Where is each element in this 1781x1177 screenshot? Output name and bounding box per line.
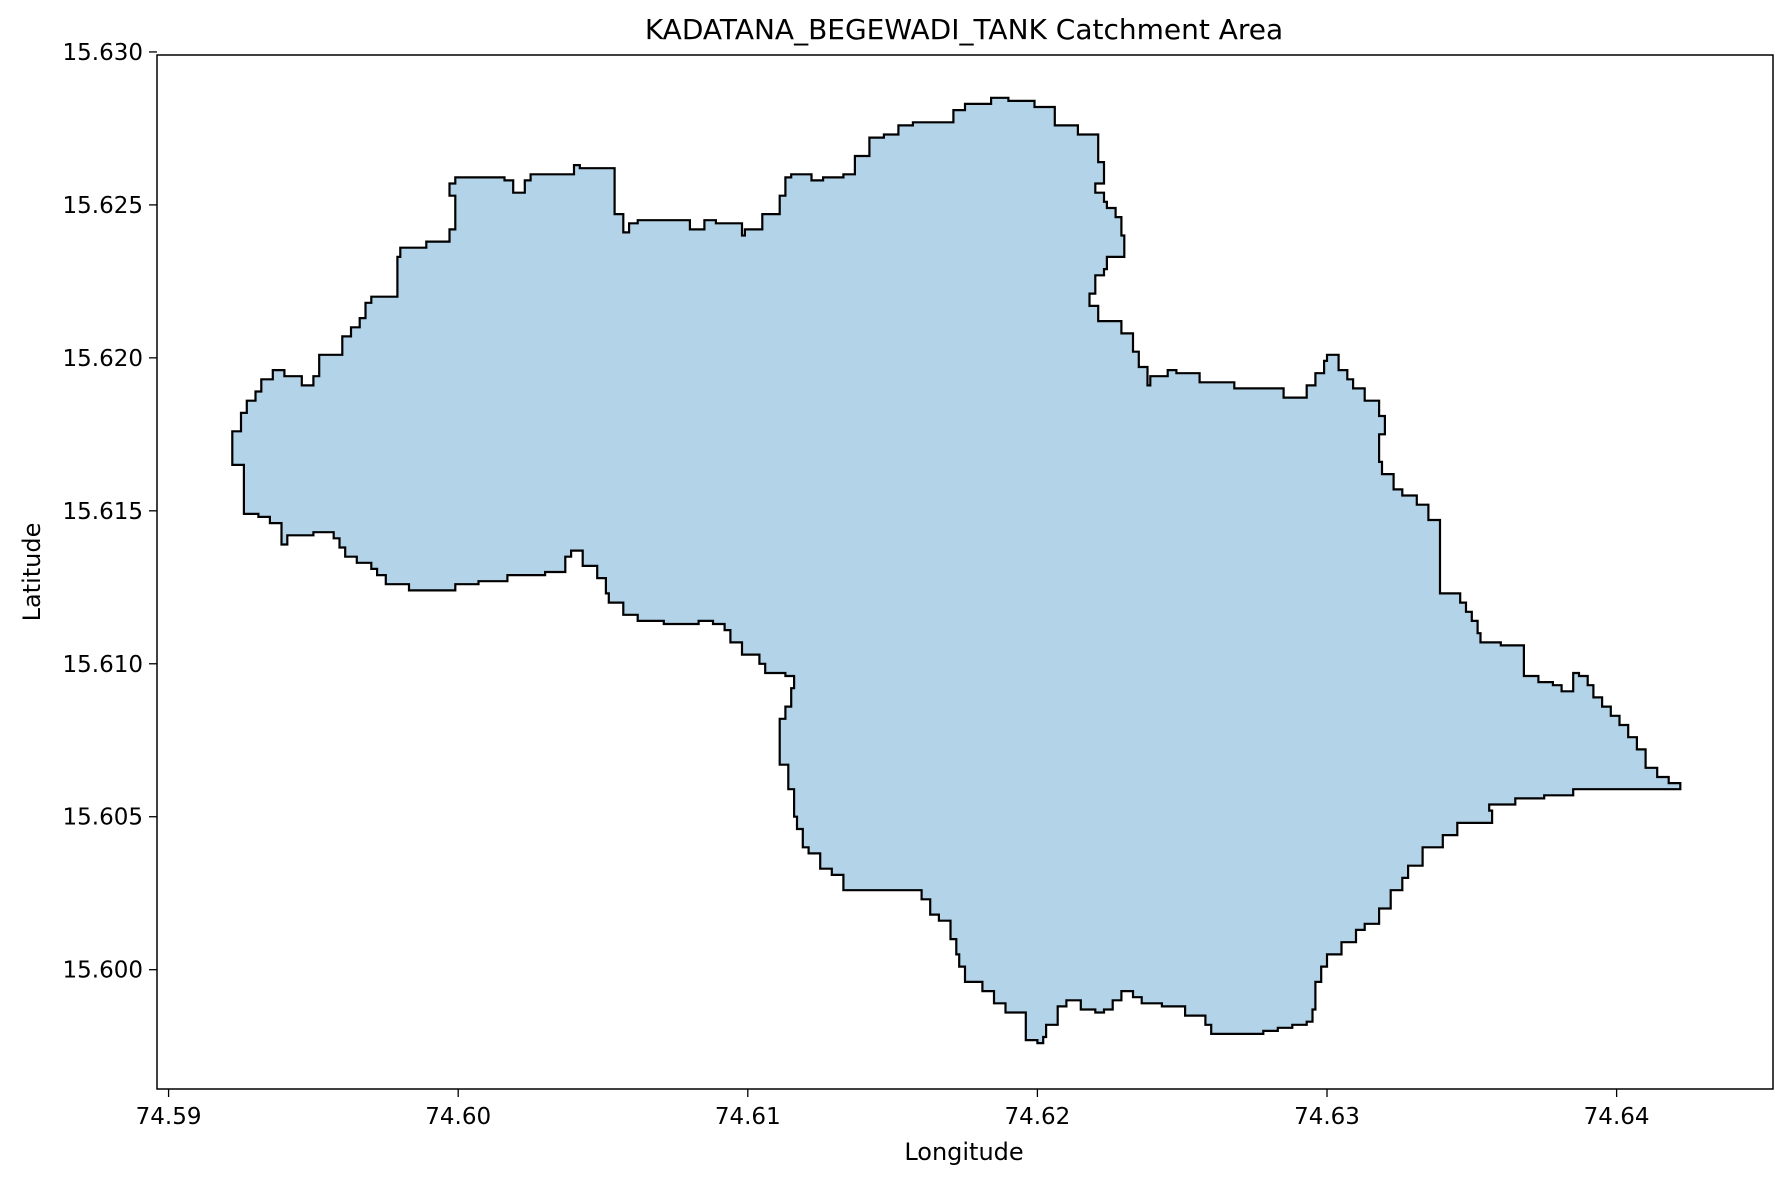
catchment-layer xyxy=(231,96,1682,1045)
y-tick-label: 15.630 xyxy=(63,40,143,66)
plot-frame xyxy=(156,54,1774,1090)
x-tick-label: 74.63 xyxy=(1294,1104,1360,1130)
x-tick-label: 74.62 xyxy=(1004,1104,1070,1130)
x-axis-ticks: 74.59 74.60 74.61 74.62 74.63 74.64 xyxy=(136,1089,1650,1130)
x-tick-label: 74.64 xyxy=(1584,1104,1650,1130)
y-tick-label: 15.615 xyxy=(63,499,143,525)
catchment-polygon xyxy=(231,96,1682,1045)
y-tick-label: 15.625 xyxy=(63,193,143,219)
y-axis-ticks: 15.600 15.605 15.610 15.615 15.620 15.625 15.6… xyxy=(63,40,157,984)
x-tick-label: 74.60 xyxy=(425,1104,491,1130)
x-tick-label: 74.59 xyxy=(136,1104,202,1130)
x-tick-label: 74.61 xyxy=(715,1104,781,1130)
y-tick-label: 15.600 xyxy=(63,958,143,984)
y-axis-label: Latitude xyxy=(18,523,46,622)
x-axis-label: Longitude xyxy=(904,1138,1023,1166)
map-title: KADATANA_BEGEWADI_TANK Catchment Area xyxy=(645,13,1283,46)
y-tick-label: 15.620 xyxy=(63,346,143,372)
y-tick-label: 15.605 xyxy=(63,805,143,831)
y-tick-label: 15.610 xyxy=(63,652,143,678)
